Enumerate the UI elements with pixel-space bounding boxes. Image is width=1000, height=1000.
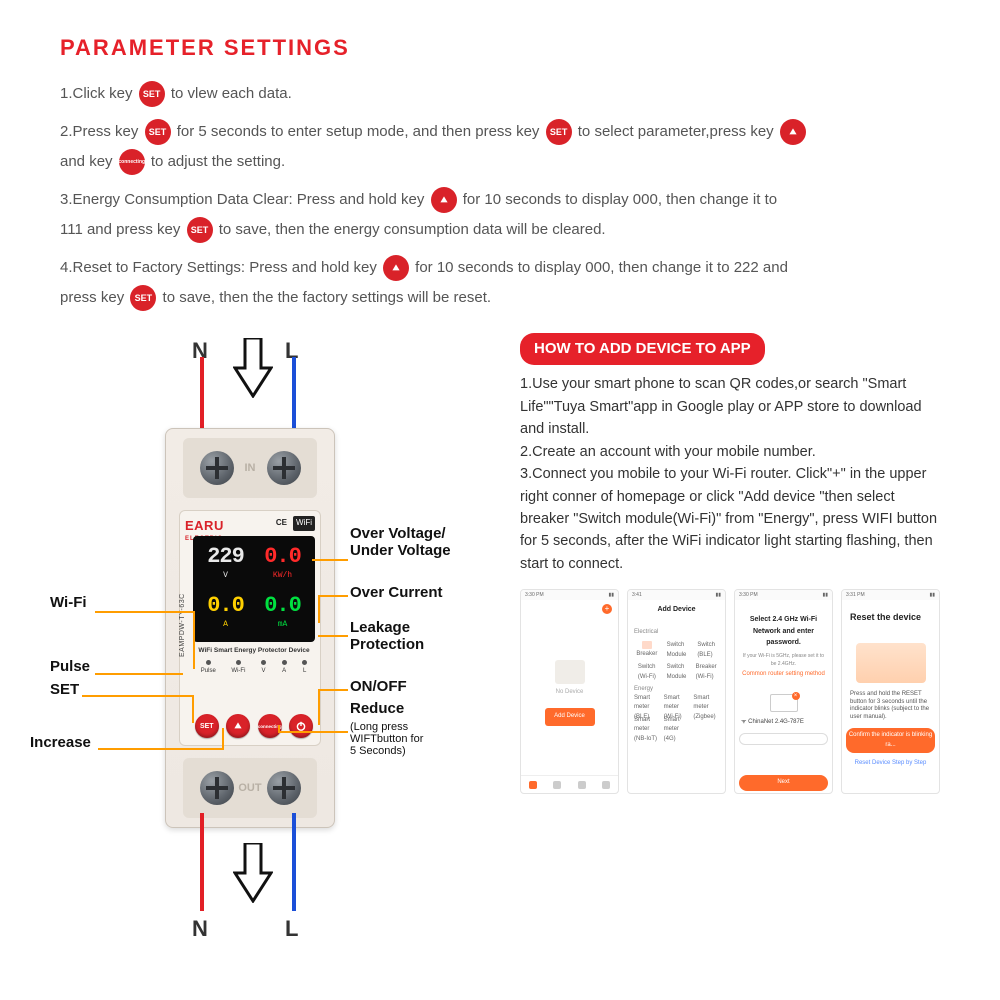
callout-wifi: Wi-Fi: [50, 591, 87, 615]
phone-screenshot-4: 3:31 PM▮▮ Reset the device Press and hol…: [841, 589, 940, 794]
device-diagram: N L IN EARUELECTRIC: [60, 333, 500, 943]
next-button: Next: [739, 775, 828, 791]
up-arrow-icon: [780, 119, 806, 145]
reset-device-image: [856, 643, 926, 683]
screw-icon: [200, 451, 234, 485]
callout-increase: Increase: [30, 731, 91, 755]
page-title: PARAMETER SETTINGS: [60, 30, 940, 65]
callout-reduce-sub: (Long pressWIFTbutton for5 Seconds): [350, 721, 423, 757]
callout-pulse: Pulse: [50, 655, 90, 679]
terminal-block-bottom: OUT: [183, 758, 317, 818]
wifi-badge: WiFi: [293, 516, 315, 531]
screw-icon: [267, 771, 301, 805]
wire-l-bottom: [292, 813, 296, 911]
confirm-blink-button: Confirm the indicator is blinking ra...: [846, 728, 935, 753]
callout-leakage: LeakageProtection: [350, 619, 424, 654]
set-icon: SET: [145, 119, 171, 145]
wire-n-bottom: [200, 813, 204, 911]
phone-screenshot-3: 3:30 PM▮▮ Select 2.4 GHz Wi-Fi Network a…: [734, 589, 833, 794]
lcd-current: 0.0: [207, 595, 244, 617]
terminal-block-top: IN: [183, 438, 317, 498]
phone-screenshot-2: 3:41▮▮ Add Device Electrical Breaker Swi…: [627, 589, 726, 794]
up-arrow-icon: [383, 255, 409, 281]
instruction-2: 2.Press key SET for 5 seconds to enter s…: [60, 117, 940, 177]
set-icon: SET: [139, 81, 165, 107]
device-body: IN EARUELECTRIC CE WiFi EAMPDW-TY-63C 22…: [165, 428, 335, 828]
screw-icon: [267, 451, 301, 485]
ce-badge: CE: [273, 516, 290, 531]
device-up-button[interactable]: [226, 714, 250, 738]
lcd-screen: 229V 0.0KW/h 0.0A 0.0mA: [193, 536, 315, 642]
set-icon: SET: [546, 119, 572, 145]
device-power-button[interactable]: [289, 714, 313, 738]
add-device-button: Add Device: [545, 708, 595, 726]
callout-reduce: Reduce (Long pressWIFTbutton for5 Second…: [350, 697, 423, 757]
howto-body: 1.Use your smart phone to scan QR codes,…: [520, 373, 940, 575]
lcd-energy: 0.0: [264, 546, 301, 568]
model-label: EAMPDW-TY-63C: [177, 550, 187, 700]
lcd-voltage: 229: [207, 546, 244, 568]
callout-ov-uv: Over Voltage/Under Voltage: [350, 525, 451, 560]
screw-icon: [200, 771, 234, 805]
phone-screenshot-1: 3:30 PM▮▮ + No Device Add Device: [520, 589, 619, 794]
callout-onoff: ON/OFF: [350, 675, 407, 699]
device-button-row: SET connecting: [191, 714, 317, 738]
device-face: EARUELECTRIC CE WiFi EAMPDW-TY-63C 229V …: [179, 510, 321, 746]
device-description: WiFi Smart Energy Protector Device: [193, 646, 315, 656]
set-icon: SET: [130, 285, 156, 311]
up-arrow-icon: [431, 187, 457, 213]
howto-title-pill: HOW TO ADD DEVICE TO APP: [520, 333, 765, 365]
device-set-button[interactable]: SET: [195, 714, 219, 738]
l-label-bottom: L: [285, 911, 298, 946]
instruction-1: 1.Click key SET to vlew each data.: [60, 79, 940, 109]
flow-arrow-top-icon: [233, 338, 273, 398]
n-label-bottom: N: [192, 911, 208, 946]
callout-set: SET: [50, 678, 79, 702]
callout-overcurrent: Over Current: [350, 581, 443, 605]
connecting-icon: connecting: [119, 149, 145, 175]
instruction-3: 3.Energy Consumption Data Clear: Press a…: [60, 185, 940, 245]
set-icon: SET: [187, 217, 213, 243]
led-row: Pulse Wi-Fi V A L: [193, 660, 315, 677]
app-screenshots-row: 3:30 PM▮▮ + No Device Add Device 3:41▮▮ …: [520, 589, 940, 794]
flow-arrow-bottom-icon: [233, 843, 273, 903]
instruction-4: 4.Reset to Factory Settings: Press and h…: [60, 253, 940, 313]
lcd-leakage: 0.0: [264, 595, 301, 617]
instructions-list: 1.Click key SET to vlew each data. 2.Pre…: [60, 79, 940, 313]
